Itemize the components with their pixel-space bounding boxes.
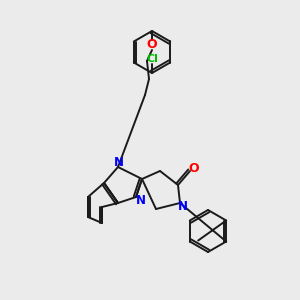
Text: O: O — [189, 161, 199, 175]
Text: N: N — [136, 194, 146, 208]
Text: N: N — [114, 155, 124, 169]
Text: N: N — [178, 200, 188, 214]
Text: O: O — [147, 38, 157, 52]
Text: Cl: Cl — [146, 54, 158, 64]
